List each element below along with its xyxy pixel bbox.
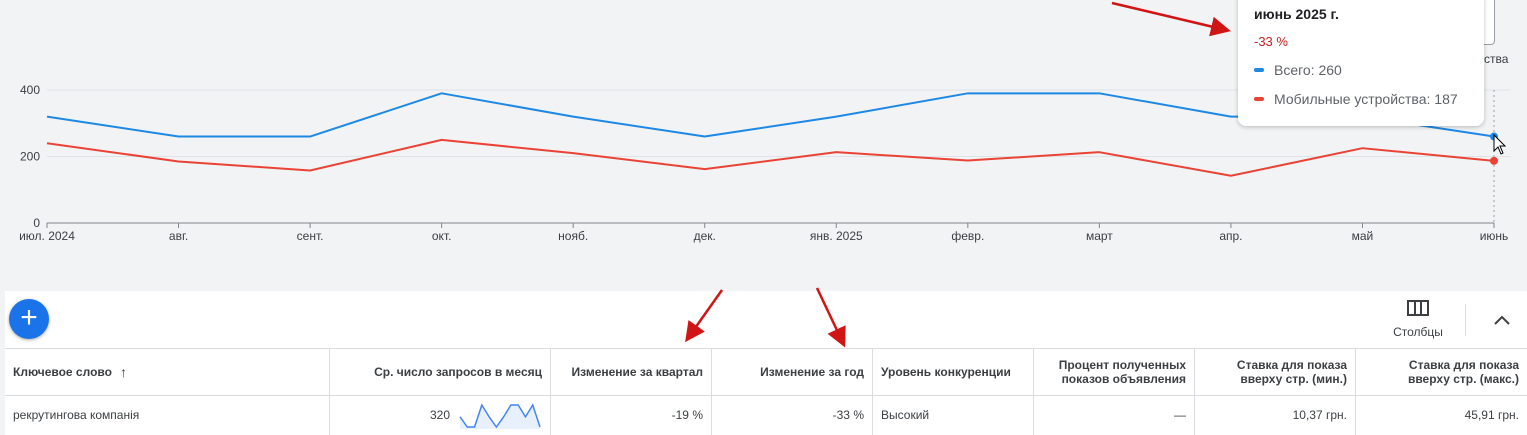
cell-quarter-change: -19 % [550,395,711,435]
cell-bid-min: 10,37 грн. [1194,395,1355,435]
header-keyword-label: Ключевое слово [13,365,112,379]
columns-button[interactable]: Столбцы [1388,300,1448,342]
x-tick-label: июнь [1480,229,1509,243]
header-quarter-change[interactable]: Изменение за квартал [550,349,711,395]
y-tick-label: 400 [20,83,40,97]
legend-label-fragment: ства [1484,52,1509,66]
header-competition[interactable]: Уровень конкуренции [872,349,1033,395]
tooltip-row-total-label: Всего: 260 [1274,62,1342,78]
y-tick-label: 200 [20,150,40,164]
plus-icon: + [20,301,38,334]
trend-sparkline [459,403,541,429]
x-tick-label: февр. [951,229,984,243]
x-tick-label: июл. 2024 [19,229,75,243]
cell-avg-searches: 320 [329,395,550,435]
header-bid-max[interactable]: Ставка для показа вверху стр. (макс.) [1355,349,1527,395]
sparkline-line [459,403,541,429]
chevron-up-icon [1494,315,1510,325]
header-year-change[interactable]: Изменение за год [711,349,872,395]
arrow-up-icon: ↑ [119,364,127,380]
series-line-1 [46,138,1495,177]
cell-year-change: -33 % [711,395,872,435]
x-tick-label: май [1352,229,1374,243]
x-tick-label: нояб. [558,229,588,243]
tooltip-row-mobile: Мобильные устройства: 187 [1254,91,1458,107]
header-impression-share[interactable]: Процент полученных показов объявления [1033,349,1194,395]
cell-keyword: рекрутингова компанія [13,408,140,422]
columns-label: Столбцы [1393,325,1443,339]
keyword-table: Ключевое слово ↑ Ср. число запросов в ме… [5,348,1527,435]
series-point-1 [1490,156,1498,165]
table-row[interactable]: рекрутингова компанія 320 -19 % -33 % Вы… [5,395,1527,435]
columns-icon [1407,300,1429,316]
cell-impression-share: — [1033,395,1194,435]
chart-tooltip: июнь 2025 г. -33 % Всего: 260 Мобильные … [1238,0,1484,126]
series-swatch-mobile [1254,97,1264,101]
chart-svg: 0 200 400 июл. 2024 авг. сент. окт. нояб. дек. ян… [19,83,1510,243]
x-tick-label: апр. [1219,229,1242,243]
add-button[interactable]: + [9,299,49,339]
sparkline-area [460,405,540,429]
collapse-button[interactable] [1490,310,1514,330]
x-tick-label: дек. [694,229,716,243]
x-tick-label: сент. [297,229,324,243]
toolbar-divider [1465,304,1466,336]
x-tick-label: авг. [169,229,188,243]
header-keyword[interactable]: Ключевое слово ↑ [5,349,329,395]
x-tick-label: март [1086,229,1113,243]
avg-searches-value: 320 [429,408,450,422]
y-tick-label: 0 [33,216,40,230]
x-tick-label: окт. [432,229,452,243]
cell-competition: Высокий [872,395,1033,435]
header-bid-min[interactable]: Ставка для показа вверху стр. (мин.) [1194,349,1355,395]
tooltip-change: -33 % [1254,34,1288,49]
tooltip-row-total: Всего: 260 [1254,62,1342,78]
cursor-icon [1493,133,1507,155]
table-header-row: Ключевое слово ↑ Ср. число запросов в ме… [5,348,1527,396]
x-tick-label: янв. 2025 [810,229,863,243]
header-avg-searches[interactable]: Ср. число запросов в месяц [329,349,550,395]
series-swatch-total [1254,68,1264,72]
chart-mode-button-edge[interactable] [1484,0,1495,45]
cell-bid-max: 45,91 грн. [1355,395,1527,435]
keyword-table-panel [5,291,1527,435]
tooltip-title: июнь 2025 г. [1254,6,1339,22]
tooltip-row-mobile-label: Мобильные устройства: 187 [1274,91,1458,107]
